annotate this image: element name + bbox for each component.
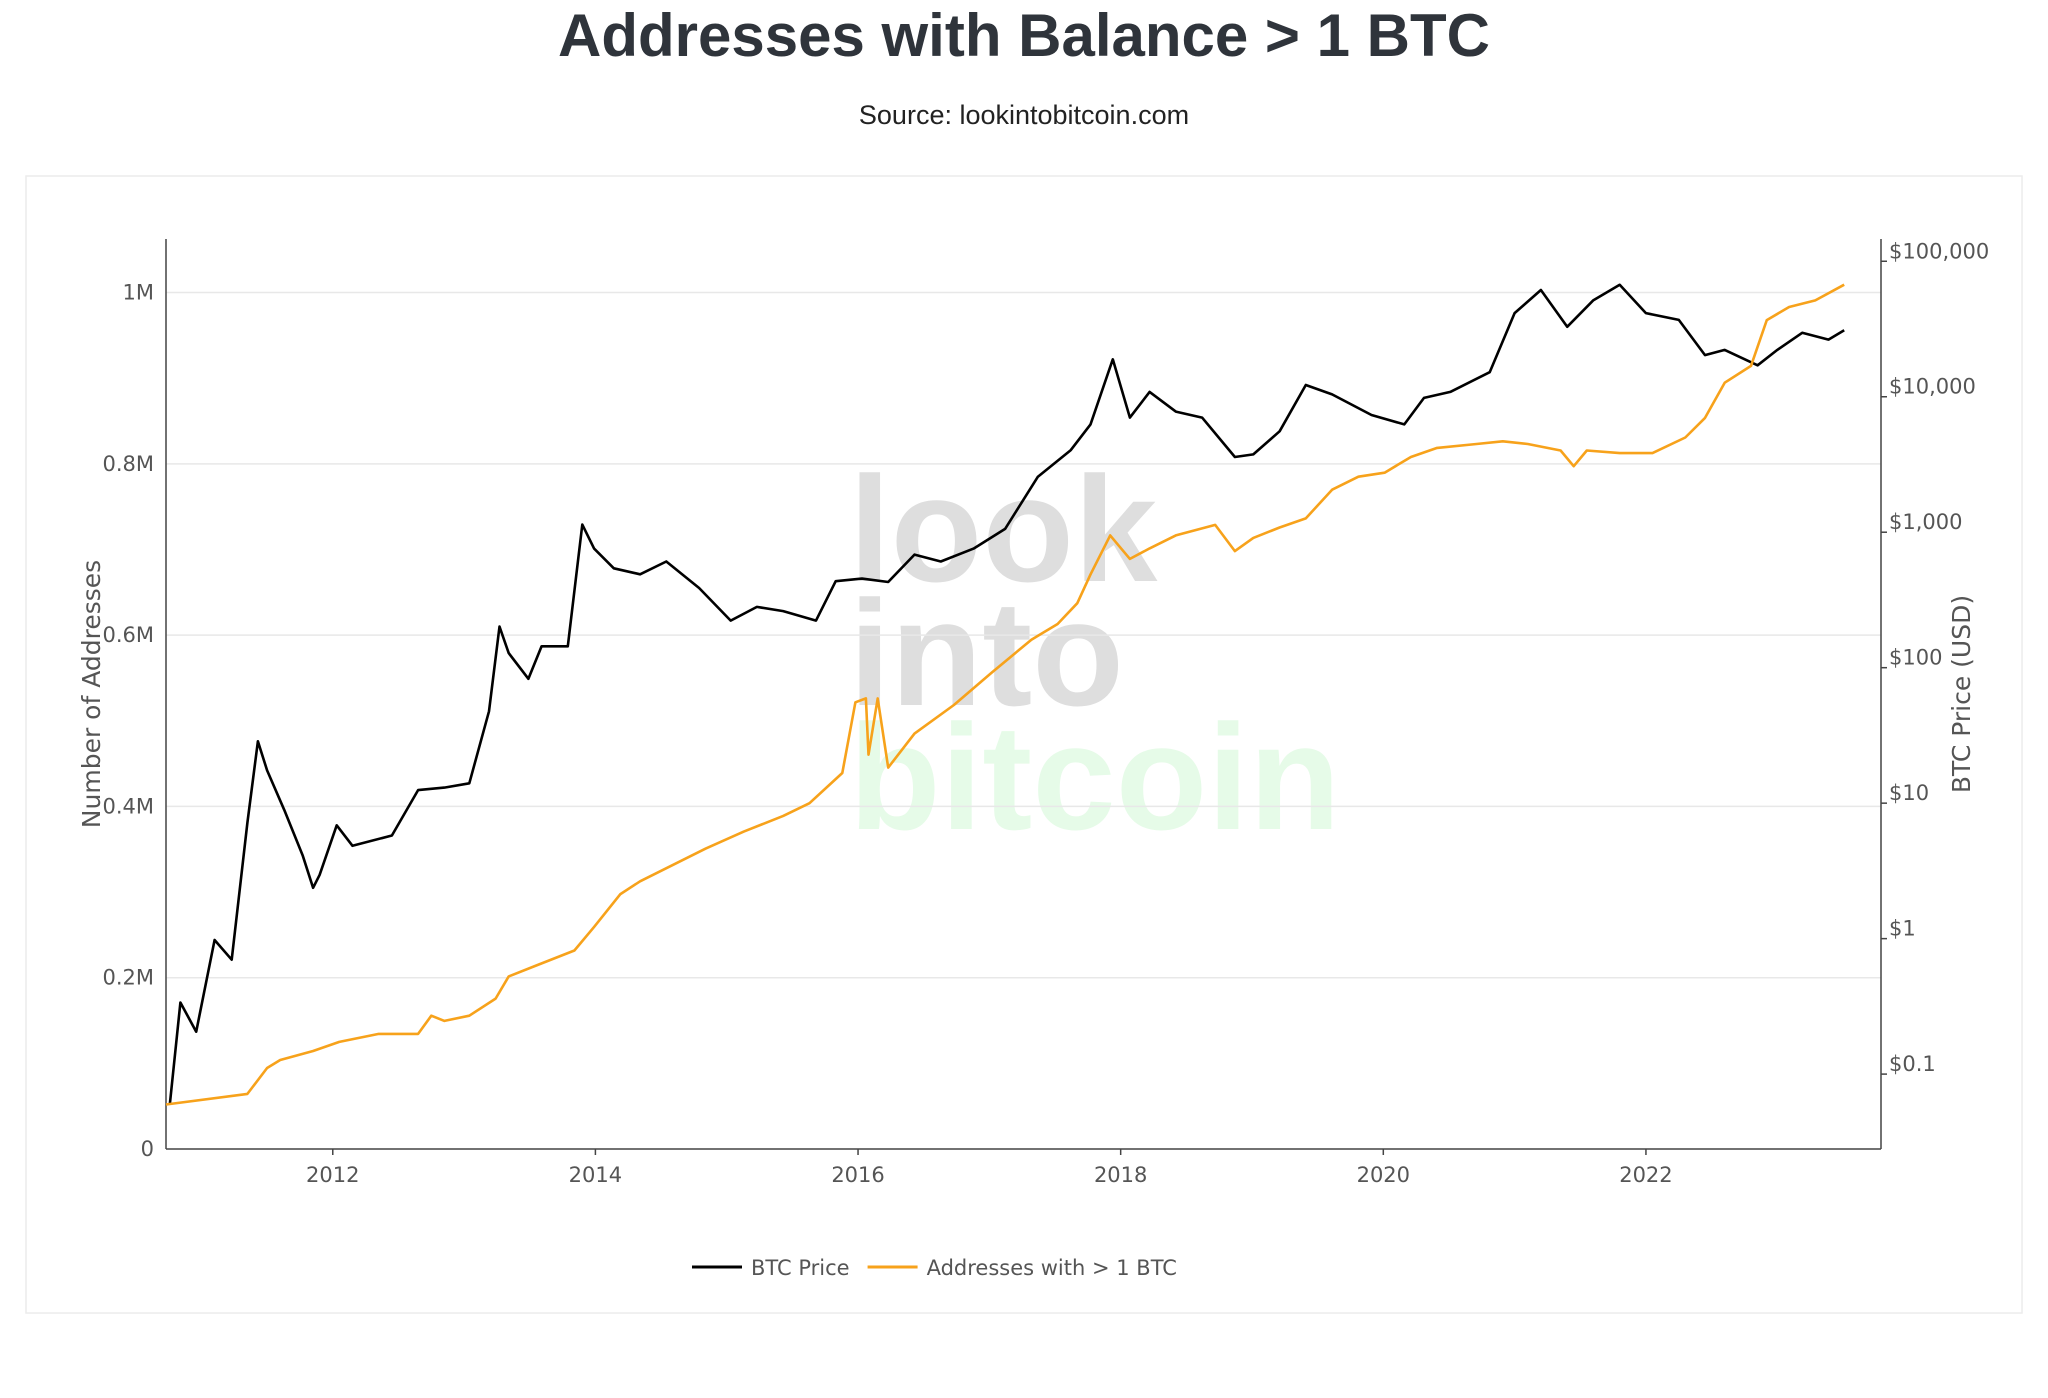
y2-tick-label: $100,000 [1889, 239, 1989, 263]
watermark: into [849, 569, 1124, 737]
y-tick-label: 0.2M [102, 966, 154, 990]
legend: BTC Price Addresses with > 1 BTC [692, 1256, 1177, 1280]
y2-tick-label: $10 [1889, 781, 1929, 805]
watermark: bitcoin [849, 693, 1341, 861]
y2-axis-title: BTC Price (USD) [1947, 595, 1976, 793]
y-tick-label: 0.4M [102, 794, 154, 818]
chart-frame [25, 175, 2023, 1314]
y-axis-title: Number of Addresses [77, 560, 106, 828]
data-line [168, 283, 1845, 1104]
x-tick-label: 2012 [306, 1163, 359, 1187]
legend-label: Addresses with > 1 BTC [927, 1256, 1177, 1280]
y-tick-label: 0.8M [102, 452, 154, 476]
chart-subtitle: Source: lookintobitcoin.com [859, 100, 1189, 130]
y2-tick-label: $1,000 [1889, 510, 1962, 534]
chart-title: Addresses with Balance > 1 BTC [558, 2, 1490, 69]
y2-tick-label: $0.1 [1889, 1052, 1936, 1076]
y2-tick-label: $100 [1889, 646, 1942, 670]
x-tick-label: 2018 [1094, 1163, 1147, 1187]
y2-tick-label: $1 [1889, 917, 1916, 941]
x-tick-label: 2014 [569, 1163, 622, 1187]
y-tick-label: 1M [123, 281, 154, 305]
x-tick-label: 2016 [831, 1163, 884, 1187]
y-tick-label: 0.6M [102, 623, 154, 647]
x-tick-label: 2020 [1357, 1163, 1410, 1187]
x-tick-label: 2022 [1619, 1163, 1672, 1187]
y2-tick-label: $10,000 [1889, 375, 1976, 399]
data-line [165, 283, 1845, 1106]
y-tick-label: 0 [141, 1137, 154, 1161]
legend-label: BTC Price [751, 1256, 850, 1280]
